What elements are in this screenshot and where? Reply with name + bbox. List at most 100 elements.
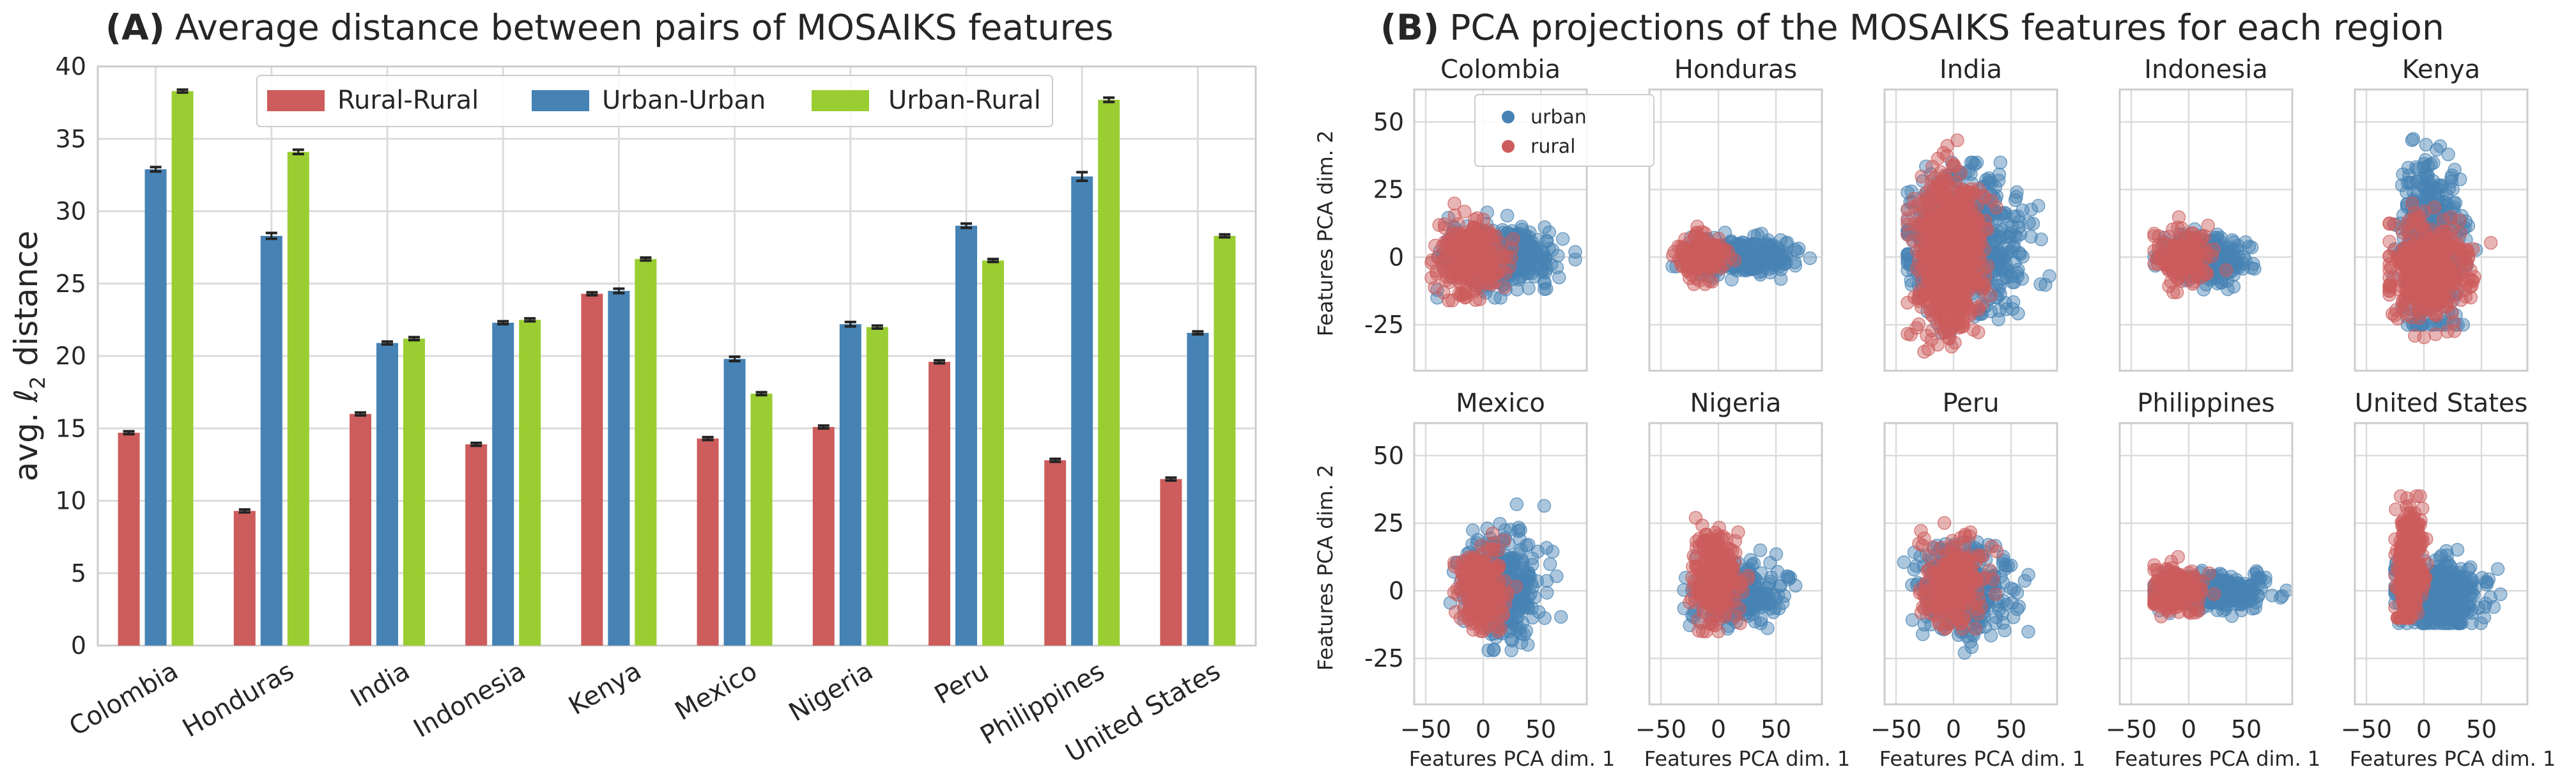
scatter-point-urban <box>2405 133 2419 148</box>
scatter-point-rural <box>2437 229 2451 243</box>
legend-label-rural-rural: Rural-Rural <box>337 86 479 115</box>
scatter-point-rural <box>1469 293 1483 307</box>
scatter-point-rural <box>1458 568 1473 583</box>
bar-urban-urban-kenya <box>608 291 630 646</box>
bar-urban-rural-colombia <box>171 91 194 646</box>
bar-chart-legend: Rural-Rural Urban-Urban Urban-Rural <box>256 75 1053 127</box>
scatter-point-urban <box>1568 252 1582 267</box>
bar-rural-rural-philippines <box>1044 460 1067 646</box>
scatter-point-rural <box>1500 588 1515 603</box>
scatter-x-tick-label: −50 <box>1400 715 1451 743</box>
scatter-point-urban <box>1773 272 1788 286</box>
scatter-point-rural <box>1497 249 1511 263</box>
scatter-point-urban <box>1500 208 1515 223</box>
scatter-point-urban <box>1964 167 1978 181</box>
bar-urban-rural-india <box>403 338 425 646</box>
scatter-point-rural <box>1447 196 1462 211</box>
scatter-point-rural <box>1677 232 1692 247</box>
scatter-point-urban <box>2016 249 2030 264</box>
scatter-point-urban <box>1970 155 1984 169</box>
scatter-point-rural <box>2170 285 2184 300</box>
scatter-point-rural <box>1672 252 1686 266</box>
scatter-point-rural <box>1954 213 1969 228</box>
scatter-point-rural <box>2447 315 2461 329</box>
scatter-point-rural <box>1713 259 1727 274</box>
scatter-y-tick-label: 25 <box>1373 176 1404 204</box>
scatter-y-tick-label: 0 <box>1389 243 1404 271</box>
scatter-point-rural <box>1708 238 1723 252</box>
panel-b-label: (B) <box>1380 7 1439 48</box>
scatter-point-rural <box>1684 261 1699 275</box>
scatter-point-urban <box>1513 252 1527 267</box>
scatter-point-rural <box>1956 257 1971 272</box>
scatter-point-rural <box>1485 277 1499 291</box>
scatter-points-india <box>1901 133 2056 359</box>
scatter-point-urban <box>1773 233 1788 247</box>
scatter-point-urban <box>1545 243 1560 257</box>
scatter-point-urban <box>1550 260 1564 275</box>
scatter-y-tick-label: 50 <box>1373 442 1404 470</box>
scatter-point-urban <box>1522 281 1536 295</box>
scatter-point-urban <box>2242 240 2256 254</box>
scatter-point-rural <box>1984 194 1998 208</box>
legend-swatch-rural-rural <box>267 90 325 111</box>
scatter-point-rural <box>1925 159 1940 174</box>
bar-legend-box <box>256 75 1053 127</box>
scatter-point-rural <box>2463 280 2478 294</box>
scatter-point-rural <box>1491 620 1505 634</box>
scatter-frame <box>1413 88 1588 372</box>
scatter-point-urban <box>2401 160 2416 175</box>
scatter-point-rural <box>1431 250 1445 265</box>
scatter-point-rural <box>1432 218 1446 232</box>
scatter-point-rural <box>2423 277 2437 291</box>
scatter-point-urban <box>1754 612 1768 627</box>
scatter-point-rural <box>2428 307 2442 322</box>
scatter-point-urban <box>1488 291 1502 305</box>
scatter-point-rural <box>2179 251 2193 265</box>
scatter-point-rural <box>1965 278 1980 293</box>
scatter-point-urban <box>1762 241 1777 255</box>
scatter-point-urban <box>1803 251 1817 265</box>
scatter-point-rural <box>1442 293 1456 307</box>
scatter-point-rural <box>1930 178 1945 192</box>
scatter-y-tick-label: -25 <box>1364 644 1404 672</box>
bar-urban-urban-nigeria <box>839 324 861 646</box>
scatter-point-urban <box>1788 578 1803 593</box>
bar-y-tick-label: 5 <box>71 559 86 587</box>
scatter-point-urban <box>1966 155 1980 169</box>
scatter-point-rural <box>1468 212 1482 227</box>
bar-urban-urban-philippines <box>1071 176 1093 646</box>
scatter-point-rural <box>1698 226 1712 240</box>
scatter-point-urban <box>1788 258 1803 273</box>
scatter-point-urban <box>2238 252 2253 267</box>
scatter-point-rural <box>1697 247 1711 261</box>
scatter-point-urban <box>2024 229 2038 244</box>
scatter-point-rural <box>2418 223 2432 237</box>
bar-x-tick-label-kenya: Kenya <box>564 656 646 721</box>
scatter-point-urban <box>2221 282 2235 297</box>
scatter-point-urban <box>1554 610 1568 624</box>
scatter-point-rural <box>1690 226 1704 241</box>
scatter-point-rural <box>1921 263 1936 277</box>
scatter-points-indonesia <box>2147 210 2262 300</box>
scatter-point-rural <box>2152 229 2166 244</box>
scatter-point-urban <box>2031 199 2046 213</box>
scatter-point-rural <box>2166 222 2180 236</box>
scatter-point-rural <box>2464 263 2478 277</box>
scatter-point-rural <box>1932 228 1947 242</box>
bar-x-tick-label-indonesia: Indonesia <box>409 656 531 744</box>
scatter-y-tick-label: 50 <box>1373 108 1404 136</box>
scatter-point-rural <box>1445 293 1460 307</box>
scatter-point-rural <box>2219 263 2233 277</box>
scatter-point-urban <box>1735 258 1749 273</box>
bar-x-tick-label-india: India <box>346 656 415 713</box>
bar-y-tick-label: 15 <box>56 414 86 442</box>
scatter-point-rural <box>1939 261 1954 276</box>
scatter-point-urban <box>1979 173 1993 187</box>
scatter-point-urban <box>2039 277 2053 292</box>
bar-chart-marks <box>118 88 1236 646</box>
scatter-point-urban <box>1525 610 1539 625</box>
scatter-point-urban <box>1466 523 1480 538</box>
scatter-point-rural <box>2412 311 2426 325</box>
